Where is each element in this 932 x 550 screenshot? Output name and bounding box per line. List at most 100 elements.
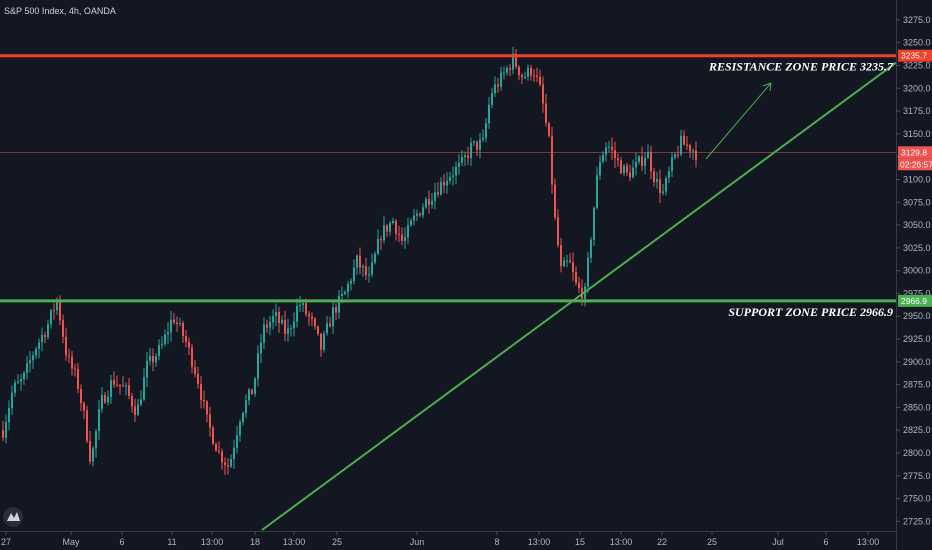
bull-candle [593,206,595,246]
bull-candle [527,64,529,81]
candle-body [560,245,562,267]
candle-body [29,360,31,364]
candle-body [407,225,409,238]
candle-body [362,266,364,268]
bull-candle [350,278,352,291]
candle-body [524,76,526,78]
bull-candle [599,155,601,181]
price-tick-label: 3025.0 [903,243,931,253]
candle-body [503,72,505,74]
bear-candle [320,332,322,357]
bear-candle [227,457,229,475]
candle-body [509,68,511,70]
bear-candle [629,164,631,182]
candle-body [551,135,553,185]
current-price-tag[interactable]: 3129.8 [898,146,932,159]
bull-candle [125,382,127,396]
bear-candle [419,212,421,218]
time-tick-label: 13:00 [528,537,551,547]
bull-candle [488,97,490,129]
bull-candle [494,76,496,97]
candle-body [320,333,322,350]
time-tick-label: 13:00 [857,537,880,547]
candle-body [692,150,694,152]
bull-candle [602,151,604,164]
bull-candle [479,132,481,159]
candle-body [380,239,382,241]
bull-candle [230,454,232,468]
price-tick-label: 2900.0 [903,357,931,367]
bull-candle [137,398,139,416]
symbol-title: S&P 500 Index, 4h, OANDA [4,6,116,16]
candle-body [344,292,346,294]
candle-body [401,234,403,241]
bull-candle [404,227,406,249]
bear-candle [206,400,208,423]
candle-body [44,335,46,338]
candle-body [596,175,598,208]
bull-candle [158,339,160,361]
bull-candle [413,208,415,226]
projection-arrow[interactable] [705,82,772,160]
candle-body [359,255,361,268]
price-tick-label: 3100.0 [903,174,931,184]
bull-candle [344,290,346,296]
bull-candle [635,152,637,176]
candle-body [461,157,463,163]
resistance-price-tag[interactable]: 3235.7 [898,49,932,62]
support-price-tag[interactable]: 2966.9 [898,294,932,307]
countdown-tag-text: 02:26:57 [900,159,932,169]
bull-candle [410,218,412,227]
tradingview-logo-icon[interactable] [3,507,23,527]
bear-candle [557,209,559,248]
time-scale[interactable]: 27 May 6 11 13:00 18 13:00 25 Jun 8 13:00 15 13:00 22… [1,531,879,547]
candle-body [53,310,55,312]
time-tick-label: 22 [657,537,667,547]
candle-body [251,389,253,394]
candle-body [14,382,16,393]
bear-candle [545,93,547,127]
candle-body [611,146,613,151]
trendline[interactable] [261,61,897,531]
bear-candle [119,384,121,395]
bear-candle [695,141,697,168]
bear-candle [572,252,574,281]
bear-candle [251,388,253,395]
bull-candle [101,387,103,413]
bear-candle [515,49,517,69]
bull-candle [233,439,235,469]
candle-body [413,215,415,221]
candle-body [224,462,226,465]
resistance-zone-label: RESISTANCE ZONE PRICE 3235.7 [708,60,894,74]
bull-candle [275,303,277,327]
price-scale[interactable]: 2725.0 2750.0 2775.0 2800.0 2825.0 2850.0 2875… [896,15,932,527]
bull-candle [293,312,295,337]
candle-body [641,156,643,166]
bear-candle [77,362,79,393]
bear-candle [539,69,541,87]
candle-body [191,347,193,368]
bear-candle [554,178,556,221]
bull-candle [431,193,433,209]
candle-body [233,447,235,460]
time-tick-label: Jun [410,537,425,547]
bull-candle [371,253,373,278]
time-tick-label: 8 [494,537,499,547]
bear-candle [611,137,613,160]
support-price-tag-bg [898,294,932,307]
bear-candle [641,146,643,171]
bear-candle [128,378,130,400]
candle-body [695,150,697,160]
candle-body [542,84,544,104]
bull-candle [254,376,256,397]
bear-candle [467,146,469,165]
price-tick-label: 2975.0 [903,288,931,298]
candle-body [638,156,640,162]
bear-candle [329,316,331,328]
price-tick-label: 3075.0 [903,197,931,207]
candle-body [281,319,283,324]
candle-body [659,178,661,194]
candle-body [242,413,244,423]
bull-candle [242,411,244,426]
